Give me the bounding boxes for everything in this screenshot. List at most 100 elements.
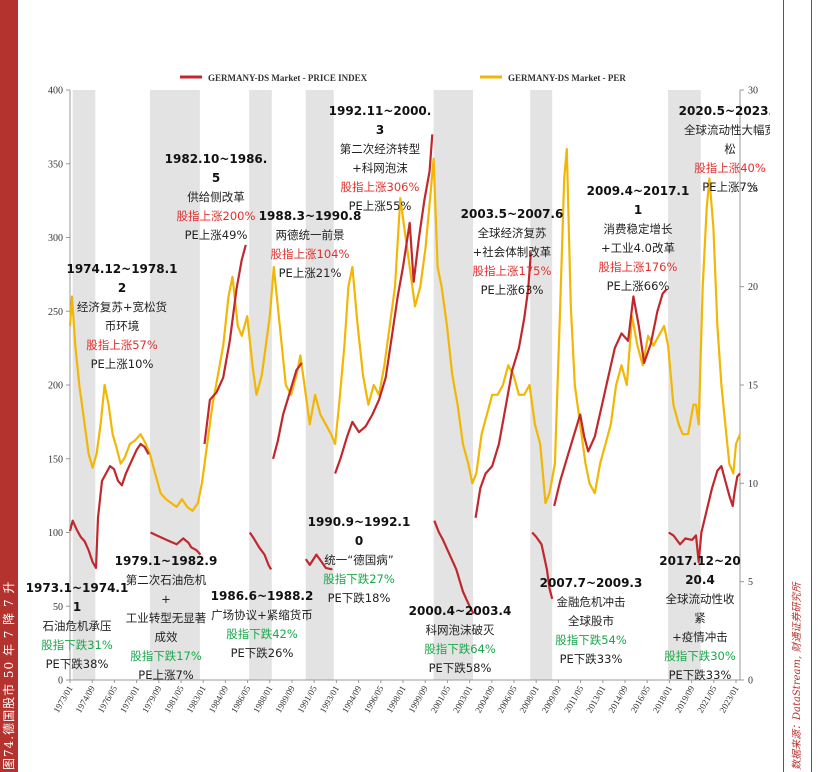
right-border-rule-outer bbox=[811, 0, 812, 772]
annotation-0-line-3: 股指下跌31% bbox=[41, 638, 113, 652]
annotation-2-line-6: PE上涨7% bbox=[138, 668, 194, 682]
right-tick-label: 5 bbox=[748, 577, 753, 588]
x-tick-label: 1988/01 bbox=[251, 684, 274, 715]
right-tick-label: 25 bbox=[748, 184, 758, 195]
x-tick-label: 2014/09 bbox=[606, 684, 630, 715]
annotation-4-line-2: 股指下跌42% bbox=[226, 627, 298, 641]
annotation-6-line-4: PE下跌18% bbox=[328, 591, 391, 605]
annotation-6-line-3: 股指下跌27% bbox=[323, 572, 395, 586]
right-tick-label: 20 bbox=[748, 282, 758, 293]
annotation-12-line-1: 20.4 bbox=[685, 573, 715, 587]
annotation-6-line-2: 统一“德国病” bbox=[324, 553, 393, 567]
legend-label-0: GERMANY-DS Market - PRICE INDEX bbox=[208, 73, 368, 83]
x-tick-label: 1983/01 bbox=[185, 684, 208, 715]
annotation-4-line-3: PE下跌26% bbox=[231, 646, 294, 660]
annotation-11-line-4: 股指上涨176% bbox=[599, 260, 678, 274]
annotation-0-line-4: PE下跌38% bbox=[46, 657, 109, 671]
annotation-2-line-4: 成效 bbox=[155, 630, 178, 644]
annotation-2-line-0: 1979.1~1982.9 bbox=[115, 554, 218, 568]
chart-svg: 0501001502002503003504000510152025301973… bbox=[26, 73, 770, 715]
annotation-13-line-2: 松 bbox=[724, 142, 736, 156]
annotation-12-line-6: PE下跌33% bbox=[669, 668, 732, 682]
annotation-11-line-1: 1 bbox=[634, 203, 642, 217]
annotation-4-line-1: 广场协议+紧缩货币 bbox=[211, 608, 313, 622]
left-tick-label: 350 bbox=[48, 159, 63, 170]
annotation-5-line-2: 股指上涨104% bbox=[271, 247, 350, 261]
left-tick-label: 300 bbox=[48, 233, 63, 244]
right-tick-label: 0 bbox=[748, 676, 753, 687]
legend-label-1: GERMANY-DS Market - PER bbox=[508, 73, 626, 83]
annotation-4-line-0: 1986.6~1988.2 bbox=[211, 589, 314, 603]
x-tick-label: 1998/01 bbox=[384, 684, 407, 715]
annotation-1-line-3: 币环境 bbox=[105, 319, 140, 333]
annotation-1-line-1: 2 bbox=[118, 281, 126, 295]
annotation-11-line-5: PE上涨66% bbox=[607, 279, 670, 293]
legend: GERMANY-DS Market - PRICE INDEX GERMANY-D… bbox=[180, 73, 626, 83]
annotation-13-line-0: 2020.5~2023.6 bbox=[679, 104, 770, 118]
left-title-bar: 图74.德国股市 50 年 7 降 7 升 bbox=[0, 0, 18, 772]
x-tick-label: 1986/05 bbox=[229, 684, 253, 715]
annotation-12-line-3: 紧 bbox=[694, 611, 706, 625]
shaded-period-3 bbox=[305, 90, 334, 680]
left-tick-label: 0 bbox=[58, 676, 63, 687]
annotation-1-line-4: 股指上涨57% bbox=[86, 338, 158, 352]
annotation-13-line-1: 全球流动性大幅宽 bbox=[684, 123, 770, 137]
x-tick-label: 2004/09 bbox=[473, 684, 497, 715]
series-lines bbox=[68, 134, 742, 615]
x-tick-label: 1993/01 bbox=[318, 684, 341, 715]
per-series-line bbox=[68, 147, 742, 512]
annotation-0-line-1: 1 bbox=[73, 600, 81, 614]
annotation-12-line-0: 2017.12~20 bbox=[659, 554, 740, 568]
annotation-10-line-2: 全球股市 bbox=[568, 614, 614, 628]
price-index-series-line bbox=[68, 134, 741, 615]
annotation-7-line-5: PE上涨55% bbox=[349, 199, 412, 213]
source-note: 数据来源：DataStream, 财通证券研究所 bbox=[792, 582, 803, 770]
right-border-rule bbox=[783, 0, 784, 772]
shaded-period-1 bbox=[149, 90, 200, 680]
annotation-12-line-5: 股指下跌30% bbox=[664, 649, 736, 663]
x-tick-label: 2006/05 bbox=[495, 684, 519, 715]
annotation-10-line-0: 2007.7~2009.3 bbox=[540, 576, 643, 590]
annotation-7-line-2: 第二次经济转型 bbox=[340, 142, 421, 156]
x-tick-label: 2013/01 bbox=[584, 684, 607, 715]
annotation-7-line-3: +科网泡沫 bbox=[352, 161, 408, 175]
annotation-2-line-3: 工业转型无显著 bbox=[126, 611, 207, 625]
annotation-9-line-0: 2003.5~2007.6 bbox=[461, 207, 564, 221]
x-tick-label: 1999/09 bbox=[407, 684, 431, 715]
annotation-7-line-1: 3 bbox=[376, 123, 384, 137]
annotation-3-line-4: PE上涨49% bbox=[185, 228, 248, 242]
annotation-1-line-5: PE上涨10% bbox=[91, 357, 154, 371]
shaded-periods bbox=[72, 90, 701, 680]
annotation-2-line-2: + bbox=[161, 592, 171, 606]
annotation-10-line-4: PE下跌33% bbox=[560, 652, 623, 666]
annotation-8-line-1: 科网泡沫破灭 bbox=[426, 623, 495, 637]
shaded-period-5 bbox=[530, 90, 553, 680]
annotation-11-line-0: 2009.4~2017.1 bbox=[587, 184, 690, 198]
right-tick-label: 10 bbox=[748, 479, 758, 490]
x-tick-label: 1989/09 bbox=[273, 684, 297, 715]
x-tick-label: 2021/05 bbox=[695, 684, 719, 715]
annotation-5-line-1: 两德统一前景 bbox=[276, 228, 345, 242]
annotation-8-line-2: 股指下跌64% bbox=[424, 642, 496, 656]
left-tick-label: 150 bbox=[48, 454, 63, 465]
x-tick-label: 1979/09 bbox=[140, 684, 164, 715]
annotation-2-line-1: 第二次石油危机 bbox=[126, 573, 207, 587]
annotation-3-line-0: 1982.10~1986. bbox=[165, 152, 268, 166]
left-tick-label: 200 bbox=[48, 381, 63, 392]
annotation-11-line-2: 消费稳定增长 bbox=[604, 222, 673, 236]
annotation-13-line-4: PE上涨7% bbox=[702, 180, 758, 194]
left-tick-label: 400 bbox=[48, 86, 63, 97]
annotation-7-line-4: 股指上涨306% bbox=[341, 180, 420, 194]
annotation-0-line-2: 石油危机承压 bbox=[43, 619, 112, 633]
annotation-9-line-4: PE上涨63% bbox=[481, 283, 544, 297]
annotation-2-line-5: 股指下跌17% bbox=[130, 649, 202, 663]
x-tick-label: 1984/09 bbox=[207, 684, 231, 715]
annotation-10-line-3: 股指下跌54% bbox=[555, 633, 627, 647]
annotation-1-line-2: 经济复苏+宽松货 bbox=[77, 300, 167, 314]
x-tick-label: 1976/05 bbox=[96, 684, 120, 715]
annotation-13-line-3: 股指上涨40% bbox=[694, 161, 766, 175]
annotation-8-line-3: PE下跌58% bbox=[429, 661, 492, 675]
x-tick-label: 1981/05 bbox=[162, 684, 186, 715]
left-tick-label: 50 bbox=[53, 602, 63, 613]
annotation-5-line-3: PE上涨21% bbox=[279, 266, 342, 280]
